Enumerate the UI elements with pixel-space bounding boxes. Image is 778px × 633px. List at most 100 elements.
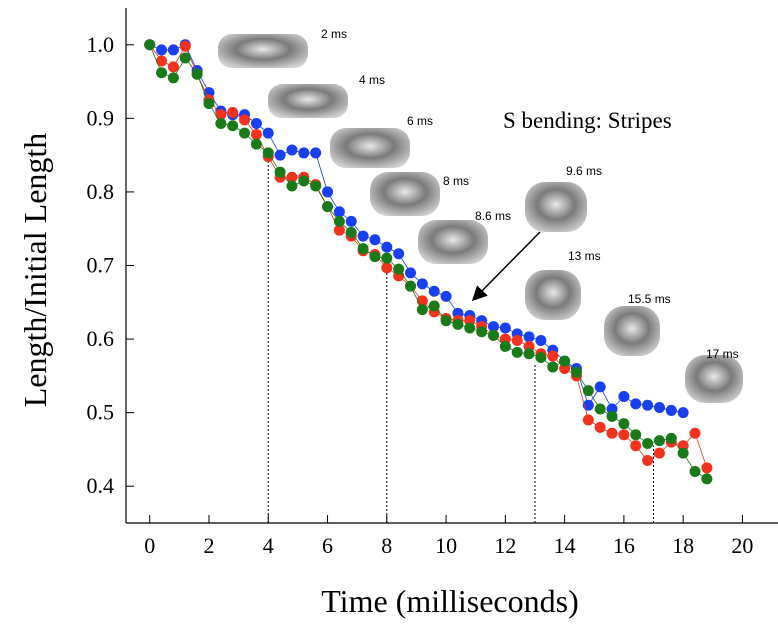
x-tick-label: 2 xyxy=(203,533,214,558)
data-point xyxy=(262,127,274,139)
data-point xyxy=(594,421,606,433)
data-point xyxy=(203,98,215,110)
annotation: 17 ms xyxy=(706,347,739,361)
data-point xyxy=(369,234,381,246)
data-point xyxy=(357,230,369,242)
data-point xyxy=(333,206,345,218)
data-point xyxy=(440,290,452,302)
data-point xyxy=(618,390,630,402)
data-point xyxy=(594,403,606,415)
data-point xyxy=(239,127,251,139)
x-tick-label: 8 xyxy=(381,533,392,558)
data-point xyxy=(345,226,357,238)
data-point xyxy=(428,285,440,297)
data-point xyxy=(167,72,179,84)
data-point xyxy=(499,340,511,352)
data-point xyxy=(381,252,393,264)
data-point xyxy=(547,350,559,362)
data-point xyxy=(570,366,582,378)
data-point xyxy=(523,331,535,343)
data-point xyxy=(156,44,168,56)
data-point xyxy=(250,118,262,130)
data-point xyxy=(653,435,665,447)
y-tick-label: 0.6 xyxy=(87,326,115,351)
data-point xyxy=(487,321,499,333)
annotation: 2 ms xyxy=(321,27,347,41)
annotation-title: S bending: Stripes xyxy=(503,108,672,133)
data-point xyxy=(274,166,286,178)
data-point xyxy=(701,473,713,485)
data-point xyxy=(416,304,428,316)
y-axis-label: Length/Initial Length xyxy=(17,133,53,408)
data-point xyxy=(286,180,298,192)
data-point xyxy=(630,429,642,441)
series-line xyxy=(149,44,684,414)
data-point xyxy=(594,381,606,393)
data-point xyxy=(464,322,476,334)
data-point xyxy=(227,120,239,132)
y-tick-label: 0.5 xyxy=(87,400,115,425)
data-point xyxy=(322,201,334,213)
arrow xyxy=(471,231,541,302)
data-point xyxy=(345,215,357,227)
data-point xyxy=(215,109,227,121)
data-point xyxy=(322,186,334,198)
data-point xyxy=(677,407,689,419)
data-point xyxy=(286,144,298,156)
x-tick-label: 16 xyxy=(613,533,635,558)
data-point xyxy=(381,262,393,274)
data-point xyxy=(381,241,393,253)
x-tick-label: 10 xyxy=(435,533,457,558)
data-point xyxy=(523,348,535,360)
annotation: 15.5 ms xyxy=(628,292,671,306)
x-tick-label: 12 xyxy=(494,533,516,558)
data-point xyxy=(215,118,227,130)
data-point xyxy=(559,355,571,367)
data-point xyxy=(630,398,642,410)
data-point xyxy=(606,410,618,422)
data-point xyxy=(440,315,452,327)
data-point xyxy=(665,432,677,444)
data-point xyxy=(476,326,488,338)
data-point xyxy=(393,263,405,275)
x-axis-label: Time (milliseconds) xyxy=(321,583,578,619)
data-point xyxy=(310,180,322,192)
data-point xyxy=(416,278,428,290)
data-point xyxy=(310,147,322,159)
data-point xyxy=(179,40,191,52)
y-tick-label: 0.8 xyxy=(87,179,115,204)
data-point xyxy=(286,171,298,183)
annotation: 8 ms xyxy=(443,174,469,188)
data-point xyxy=(511,346,523,358)
data-point xyxy=(428,300,440,312)
data-point xyxy=(547,361,559,373)
data-point xyxy=(535,351,547,363)
data-point xyxy=(665,404,677,416)
x-tick-label: 0 xyxy=(144,533,155,558)
data-point xyxy=(250,138,262,150)
data-point xyxy=(582,385,594,397)
data-point xyxy=(606,427,618,439)
data-point xyxy=(393,248,405,260)
x-tick-label: 14 xyxy=(554,533,576,558)
data-point xyxy=(535,335,547,347)
data-point xyxy=(227,106,239,118)
data-point xyxy=(452,318,464,330)
annotation: 6 ms xyxy=(407,114,433,128)
data-point xyxy=(250,129,262,141)
data-point xyxy=(239,114,251,126)
data-point xyxy=(405,280,417,292)
data-point xyxy=(167,61,179,73)
y-tick-label: 1.0 xyxy=(87,32,115,57)
data-point xyxy=(405,267,417,279)
y-tick-label: 0.7 xyxy=(87,253,115,278)
data-point xyxy=(630,440,642,452)
droplet-images xyxy=(218,34,743,403)
x-tick-label: 18 xyxy=(672,533,694,558)
data-point xyxy=(333,224,345,236)
data-point xyxy=(642,399,654,411)
data-point xyxy=(191,68,203,80)
data-point xyxy=(499,322,511,334)
data-point xyxy=(357,243,369,255)
data-point xyxy=(156,55,168,67)
